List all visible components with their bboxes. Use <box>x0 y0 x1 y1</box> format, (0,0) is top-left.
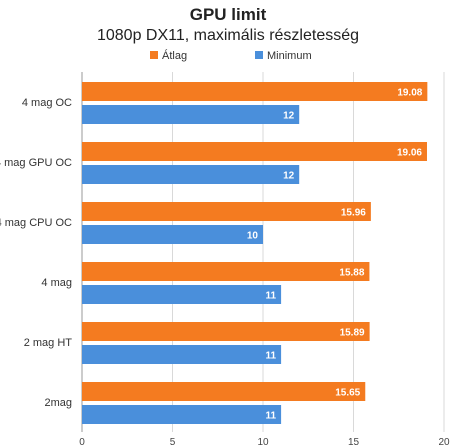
bar <box>82 405 282 424</box>
bar <box>82 322 370 341</box>
x-axis: 0 5 10 15 20 <box>79 437 450 448</box>
legend-swatch <box>255 51 263 59</box>
x-tick-label: 5 <box>170 437 176 448</box>
category-label: 4 mag CPU OC <box>0 217 72 229</box>
data-label: 12 <box>283 171 295 182</box>
legend: Átlag Minimum <box>150 49 312 62</box>
data-label: 15.89 <box>340 328 365 339</box>
bar <box>82 82 428 101</box>
category-label: 4 mag <box>41 277 72 289</box>
bar <box>82 142 427 161</box>
data-label: 15.96 <box>341 208 366 219</box>
data-label: 10 <box>247 231 259 242</box>
legend-label: Minimum <box>267 50 312 62</box>
data-label: 11 <box>266 291 277 302</box>
plot-area: 19.08 12 19.06 12 15.96 10 15.88 11 15.89 11 15.65… <box>82 82 428 424</box>
data-label: 19.06 <box>397 148 422 159</box>
data-label: 15.88 <box>339 268 364 279</box>
bar <box>82 105 300 124</box>
legend-swatch <box>150 51 158 59</box>
bar <box>82 225 263 244</box>
bar <box>82 165 300 184</box>
legend-label: Átlag <box>162 49 187 62</box>
x-tick-label: 15 <box>348 437 360 448</box>
x-tick-label: 10 <box>257 437 269 448</box>
category-label: 4 mag GPU OC <box>0 157 72 169</box>
bar <box>82 382 366 401</box>
bar <box>82 345 282 364</box>
category-label: 2mag <box>44 397 72 409</box>
category-label: 2 mag HT <box>24 337 73 349</box>
category-label: 4 mag OC <box>22 97 72 109</box>
chart-title: GPU limit <box>190 5 267 24</box>
gridlines <box>81 72 445 432</box>
bar <box>82 262 370 281</box>
data-label: 12 <box>283 111 295 122</box>
x-tick-label: 20 <box>438 437 450 448</box>
data-label: 15.65 <box>335 388 360 399</box>
chart-subtitle: 1080p DX11, maximális részletesség <box>97 27 359 44</box>
bar <box>82 285 282 304</box>
data-label: 11 <box>266 411 277 422</box>
data-label: 11 <box>266 351 277 362</box>
y-axis: 4 mag OC 4 mag GPU OC 4 mag CPU OC 4 mag 2 m… <box>0 97 72 409</box>
x-tick-label: 0 <box>79 437 85 448</box>
data-label: 19.08 <box>397 88 422 99</box>
bar <box>82 202 371 221</box>
